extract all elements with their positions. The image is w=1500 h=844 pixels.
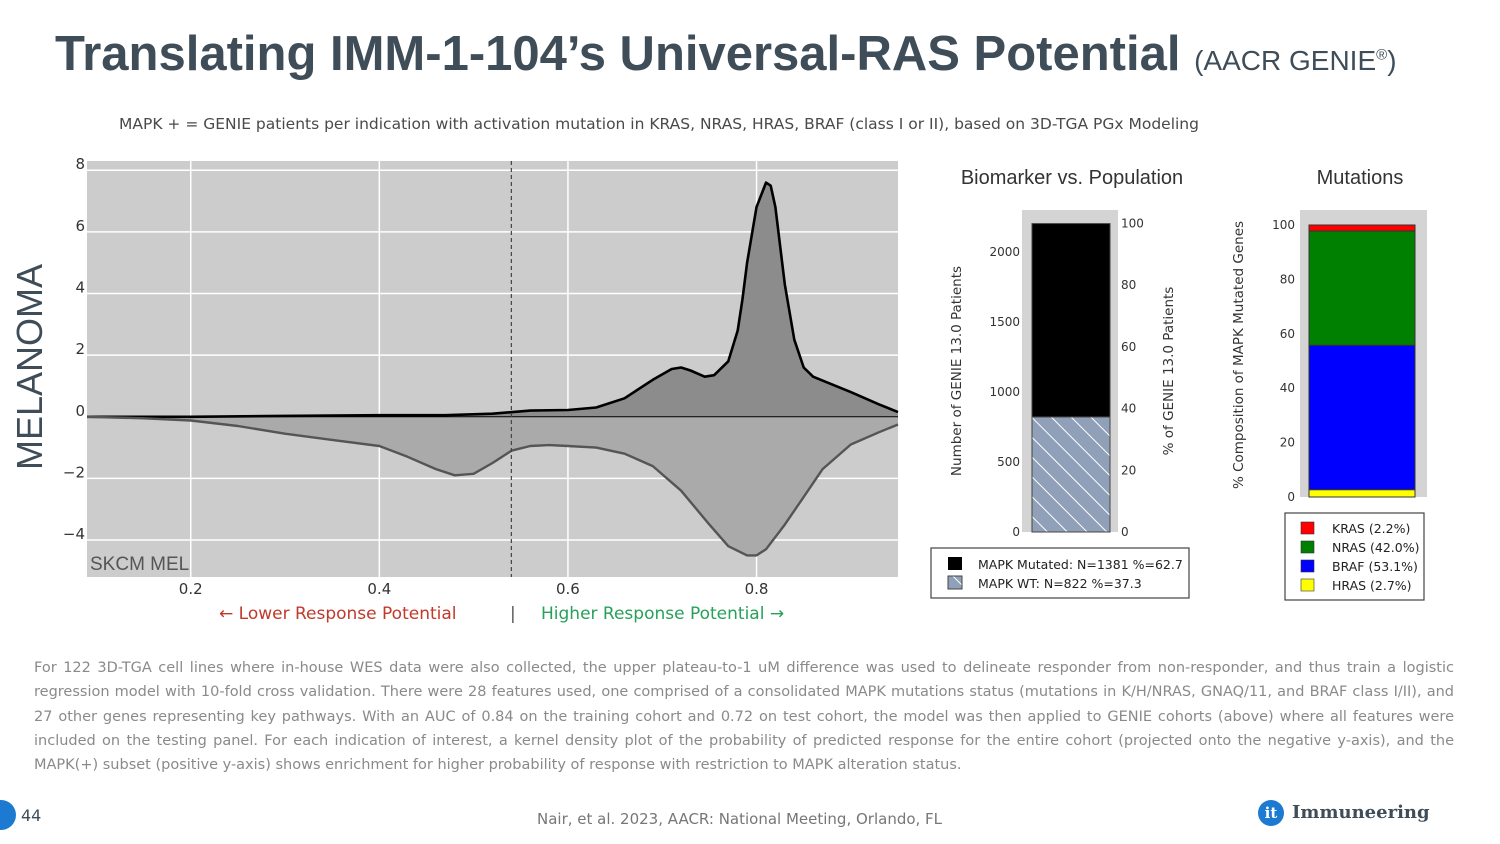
- y-tick-label: 40: [1280, 381, 1295, 395]
- y-tick-label: 20: [1280, 436, 1295, 450]
- legend-box: [930, 547, 1190, 599]
- y-tick-label: −2: [63, 463, 85, 481]
- y-tick-label: 6: [75, 217, 85, 235]
- title-sub-close: ): [1387, 45, 1397, 76]
- y-tick-label: 4: [75, 279, 85, 297]
- page-marker-icon: [0, 800, 16, 830]
- y-tick-label: 500: [997, 455, 1020, 469]
- y-tick-label: 100: [1272, 218, 1295, 232]
- dataset-annotation: SKCM MEL: [90, 554, 189, 575]
- braf-segment: [1308, 344, 1416, 491]
- response-separator: |: [510, 604, 516, 624]
- legend-label-mutated: MAPK Mutated: N=1381 %=62.7: [978, 557, 1183, 572]
- company-logo-text: Immuneering: [1292, 802, 1430, 823]
- legend-label: KRAS (2.2%): [1332, 521, 1410, 536]
- lower-response-label: ← Lower Response Potential: [219, 604, 457, 624]
- x-tick-label: 0.4: [367, 580, 391, 598]
- y2-tick-label: 100: [1121, 216, 1144, 230]
- y2-tick-label: 0: [1121, 525, 1129, 539]
- mapk-wt-bar: [1031, 416, 1111, 533]
- legend-swatch-mutated: [948, 557, 962, 570]
- legend-swatch-wt: [947, 575, 963, 590]
- y-tick-label: 0: [1287, 490, 1295, 504]
- higher-response-label: Higher Response Potential →: [541, 604, 785, 624]
- x-tick-label: 0.2: [179, 580, 203, 598]
- legend-swatch: [1300, 578, 1315, 592]
- y2-tick-label: 60: [1121, 340, 1136, 354]
- mapk-density-line: [87, 181, 899, 419]
- registered-mark: ®: [1376, 46, 1388, 64]
- y2-tick-label: 80: [1121, 278, 1136, 292]
- page-number: 44: [21, 806, 42, 825]
- y-tick-label: −4: [63, 525, 85, 543]
- title-subtitle: (AACR GENIE®): [1194, 45, 1396, 76]
- citation: Nair, et al. 2023, AACR: National Meetin…: [537, 810, 943, 828]
- legend-swatch: [1300, 521, 1315, 535]
- y2-tick-label: 40: [1121, 402, 1136, 416]
- mapk-mutated-bar: [1031, 223, 1111, 418]
- legend-swatch: [1300, 559, 1315, 573]
- mutations-chart-title: Mutations: [1317, 167, 1404, 189]
- hras-segment: [1308, 489, 1416, 498]
- legend-label: BRAF (53.1%): [1332, 559, 1418, 574]
- legend-label-wt: MAPK WT: N=822 %=37.3: [978, 576, 1142, 591]
- biomarker-chart-title: Biomarker vs. Population: [961, 167, 1183, 189]
- legend-label: NRAS (42.0%): [1332, 540, 1419, 555]
- y-tick-label: 8: [75, 155, 85, 173]
- mapk-density-fill: [87, 182, 898, 417]
- y-tick-label: 2000: [989, 245, 1020, 259]
- legend-swatch: [1300, 540, 1315, 554]
- y-axis-label: Number of GENIE 13.0 Patients: [949, 266, 965, 476]
- nras-segment: [1308, 230, 1416, 346]
- x-tick-label: 0.8: [745, 580, 769, 598]
- y-axis-label: % Composition of MAPK Mutated Genes: [1231, 221, 1247, 489]
- y-tick-label: 0: [1012, 525, 1020, 539]
- y-tick-label: 1000: [989, 385, 1020, 399]
- y-tick-label: 1500: [989, 315, 1020, 329]
- y-tick-label: 2: [75, 340, 85, 358]
- y-tick-label: 60: [1280, 327, 1295, 341]
- chart-subtitle: MAPK + = GENIE patients per indication w…: [119, 115, 1199, 133]
- y2-tick-label: 20: [1121, 463, 1136, 477]
- methods-footnote: For 122 3D-TGA cell lines where in-house…: [34, 660, 1454, 774]
- x-tick-label: 0.6: [556, 580, 580, 598]
- immuneering-logo-icon: it: [1258, 800, 1284, 826]
- slide-title: Translating IMM-1-104’s Universal-RAS Po…: [55, 26, 1475, 89]
- cohort-density-fill: [87, 416, 898, 556]
- title-main: Translating IMM-1-104’s Universal-RAS Po…: [55, 27, 1181, 81]
- y-tick-label: 0: [75, 402, 85, 420]
- legend-label: HRAS (2.7%): [1332, 578, 1412, 593]
- kras-segment: [1308, 224, 1416, 232]
- y-tick-label: 80: [1280, 272, 1295, 286]
- cohort-density-line: [86, 415, 899, 557]
- title-sub-text: (AACR GENIE: [1194, 45, 1377, 76]
- y2-axis-label: % of GENIE 13.0 Patients: [1161, 287, 1177, 456]
